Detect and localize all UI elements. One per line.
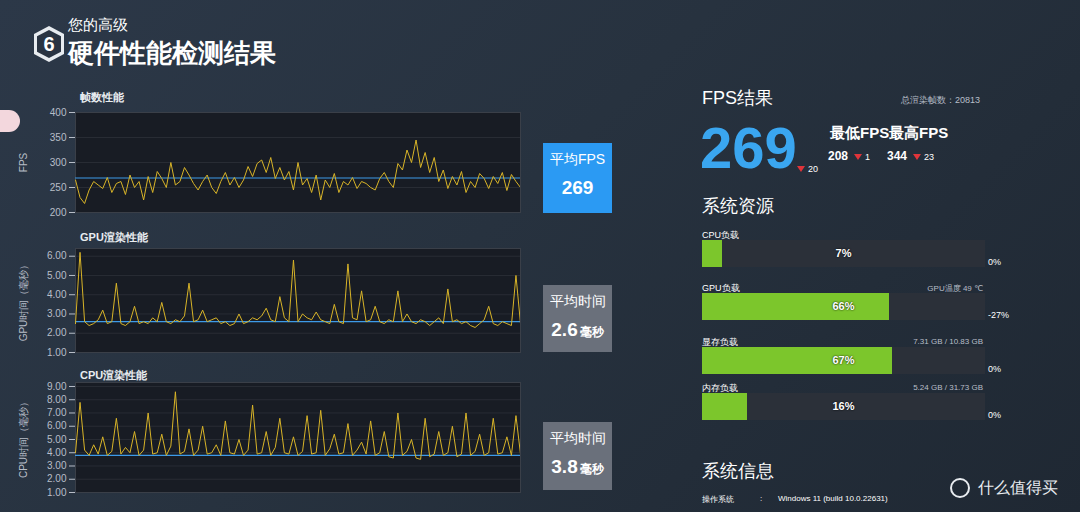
svg-text:250: 250: [50, 182, 67, 193]
html-text:操作系统: 操作系统: [702, 495, 734, 504]
svg-text:CPU时间（毫秒）: CPU时间（毫秒）: [18, 397, 29, 478]
html-text:0%: 0%: [988, 364, 1001, 374]
svg-text:400: 400: [50, 107, 67, 118]
svg-text:2.00: 2.00: [47, 327, 67, 338]
svg-text:6.00: 6.00: [47, 250, 67, 261]
svg-text:2.00: 2.00: [47, 473, 67, 484]
svg-text:GPU时间（毫秒）: GPU时间（毫秒）: [18, 260, 29, 342]
html-text:总渲染帧数：20813: 总渲染帧数：20813: [901, 95, 980, 105]
html-text:0%: 0%: [988, 257, 1001, 267]
svg-text:4.00: 4.00: [47, 289, 67, 300]
html-text:1: 1: [865, 152, 870, 162]
svg-text:5.00: 5.00: [47, 270, 67, 281]
html-text:显存负载: 显存负载: [702, 337, 738, 347]
html-text:平均FPS: 平均FPS: [549, 151, 606, 167]
html-text:内存负载: 内存负载: [702, 383, 738, 393]
svg-text:300: 300: [50, 157, 67, 168]
html-text:系统信息: 系统信息: [702, 461, 774, 481]
html-text:20: 20: [808, 164, 818, 174]
html-text:帧数性能: 帧数性能: [80, 91, 124, 103]
html-text:0%: 0%: [988, 410, 1001, 420]
html-text:7%: 7%: [835, 247, 852, 259]
html-text:什么值得买: 什么值得买: [978, 479, 1058, 496]
html-text:GPU温度 49 ℃: GPU温度 49 ℃: [927, 284, 983, 293]
svg-text:5.00: 5.00: [47, 434, 67, 445]
html-text:CPU负载: CPU负载: [702, 230, 739, 240]
html-text:16%: 16%: [832, 400, 855, 412]
html-text:269: 269: [700, 115, 797, 180]
html-text:23: 23: [924, 152, 934, 162]
html-text:6: 6: [43, 33, 55, 55]
svg-text:1.00: 1.00: [47, 487, 67, 498]
svg-text:9.00: 9.00: [47, 381, 67, 392]
html-text:平均时间: 平均时间: [549, 293, 606, 309]
html-text:硬件性能检测结果: 硬件性能检测结果: [68, 38, 276, 68]
html-text:7.31 GB / 10.83 GB: 7.31 GB / 10.83 GB: [913, 337, 983, 346]
html-text:平均时间: 平均时间: [549, 430, 606, 446]
html-text:67%: 67%: [832, 354, 855, 366]
svg-text:4.00: 4.00: [47, 447, 67, 458]
html-text:FPS结果: FPS结果: [702, 88, 773, 108]
svg-text:3.00: 3.00: [47, 308, 67, 319]
html-text:269: 269: [561, 177, 594, 198]
html-text:3.8毫秒: 3.8毫秒: [551, 456, 604, 477]
html-text:Windows 11 (build 10.0.22631): Windows 11 (build 10.0.22631): [778, 494, 888, 503]
svg-text:200: 200: [50, 207, 67, 218]
html-text:2.6毫秒: 2.6毫秒: [551, 319, 604, 340]
svg-text:3.00: 3.00: [47, 460, 67, 471]
html-text:208: 208: [828, 149, 848, 163]
html-text:您的高级: 您的高级: [68, 16, 128, 33]
svg-text:350: 350: [50, 132, 67, 143]
html-text:5.24 GB / 31.73 GB: 5.24 GB / 31.73 GB: [913, 383, 983, 392]
svg-text:7.00: 7.00: [47, 407, 67, 418]
html-text:最低FPS最高FPS: 最低FPS最高FPS: [830, 124, 949, 141]
svg-text:1.00: 1.00: [47, 347, 67, 358]
html-text:CPU渲染性能: CPU渲染性能: [80, 369, 148, 381]
html-text:GPU负载: GPU负载: [702, 283, 740, 293]
svg-text:FPS: FPS: [18, 152, 29, 172]
html-text:-27%: -27%: [988, 310, 1009, 320]
html-text:系统资源: 系统资源: [702, 196, 774, 216]
html-text:66%: 66%: [832, 300, 855, 312]
svg-text:8.00: 8.00: [47, 394, 67, 405]
html-text:344: 344: [887, 149, 907, 163]
html-text:GPU渲染性能: GPU渲染性能: [80, 231, 148, 243]
svg-text:6.00: 6.00: [47, 420, 67, 431]
